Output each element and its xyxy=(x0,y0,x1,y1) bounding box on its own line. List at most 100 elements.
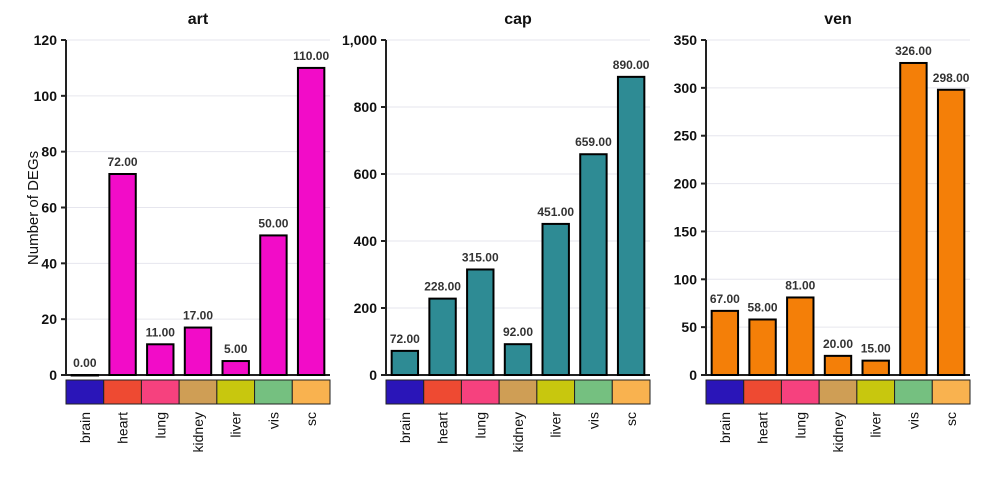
category-color-lung xyxy=(460,379,500,405)
category-color-heart xyxy=(103,379,142,405)
y-tick-label: 200 xyxy=(674,176,698,192)
bar-brain xyxy=(710,309,740,376)
y-tick-label: 0 xyxy=(689,367,697,383)
category-color-kidney xyxy=(498,379,538,405)
bar-sc xyxy=(616,75,646,376)
bar-brain xyxy=(70,374,100,377)
panel-title: cap xyxy=(504,11,532,28)
y-tick-label: 1,000 xyxy=(342,32,377,48)
category-color-heart xyxy=(743,379,782,405)
bar-heart xyxy=(748,318,777,377)
bar-vis xyxy=(259,234,288,376)
panel-cap: cap 0 200 400 600 800 1,000 72.00 brain 228.00 hea… xyxy=(342,11,651,452)
data-label: 228.00 xyxy=(424,280,461,294)
y-tick-label: 300 xyxy=(674,80,698,96)
category-label: sc xyxy=(943,412,959,426)
data-label: 0.00 xyxy=(73,356,97,370)
data-label: 110.00 xyxy=(293,49,329,63)
category-color-kidney xyxy=(178,379,218,405)
y-tick-label: 150 xyxy=(674,223,698,239)
bar-liver xyxy=(541,222,570,376)
y-tick-label: 800 xyxy=(354,99,378,115)
y-tick-label: 600 xyxy=(354,166,378,182)
y-tick-label: 60 xyxy=(41,200,57,216)
y-tick-label: 40 xyxy=(41,255,57,271)
category-label: heart xyxy=(435,412,451,444)
data-label: 5.00 xyxy=(224,342,248,356)
category-label: sc xyxy=(303,412,319,426)
category-label: liver xyxy=(868,412,884,438)
bar-lung xyxy=(466,268,495,377)
category-label: heart xyxy=(115,412,131,444)
y-tick-label: 80 xyxy=(41,144,57,160)
y-tick-label: 20 xyxy=(41,311,57,327)
category-label: lung xyxy=(152,412,168,438)
y-tick-label: 0 xyxy=(369,367,377,383)
category-color-kidney xyxy=(818,379,858,405)
data-label: 58.00 xyxy=(748,300,778,314)
data-label: 326.00 xyxy=(895,44,932,58)
data-label: 315.00 xyxy=(462,250,499,264)
y-tick-label: 200 xyxy=(354,300,378,316)
panel-title: art xyxy=(188,11,209,28)
category-color-brain xyxy=(705,379,745,405)
data-label: 298.00 xyxy=(933,71,970,85)
data-label: 11.00 xyxy=(146,325,176,339)
bar-vis xyxy=(899,61,928,376)
data-label: 81.00 xyxy=(785,278,815,292)
bar-liver xyxy=(861,359,890,376)
panel-title: ven xyxy=(824,11,852,28)
y-tick-label: 50 xyxy=(681,319,697,335)
bar-lung xyxy=(146,343,175,376)
category-label: vis xyxy=(585,412,601,429)
category-color-liver xyxy=(536,379,576,405)
data-label: 17.00 xyxy=(183,309,213,323)
category-label: brain xyxy=(717,412,733,443)
bar-liver xyxy=(221,360,250,376)
category-label: liver xyxy=(548,412,564,438)
category-color-lung xyxy=(780,379,820,405)
data-label: 50.00 xyxy=(258,216,288,230)
category-label: kidney xyxy=(510,412,526,452)
y-axis-label: Number of DEGs xyxy=(25,151,42,265)
category-color-brain xyxy=(385,379,425,405)
category-label: kidney xyxy=(830,412,846,452)
y-tick-label: 100 xyxy=(674,271,698,287)
y-tick-label: 250 xyxy=(674,128,698,144)
bar-brain xyxy=(390,349,420,377)
category-label: brain xyxy=(397,412,413,443)
bar-vis xyxy=(579,153,608,376)
bar-kidney xyxy=(823,354,853,377)
data-label: 890.00 xyxy=(613,58,650,72)
bar-heart xyxy=(108,173,137,376)
bar-sc xyxy=(296,66,326,377)
bar-lung xyxy=(786,296,815,377)
category-color-brain xyxy=(65,379,105,405)
y-tick-label: 0 xyxy=(49,367,57,383)
data-label: 451.00 xyxy=(537,205,574,219)
bar-kidney xyxy=(503,343,533,376)
category-label: brain xyxy=(77,412,93,443)
data-label: 20.00 xyxy=(823,337,853,351)
category-label: heart xyxy=(755,412,771,444)
category-color-vis xyxy=(574,379,613,405)
category-color-vis xyxy=(894,379,933,405)
data-label: 659.00 xyxy=(575,135,612,149)
data-label: 72.00 xyxy=(108,155,138,169)
category-color-heart xyxy=(423,379,462,405)
category-color-liver xyxy=(216,379,256,405)
panel-ven: ven 0 50 100 150 200 250 300 350 67.00 brain 58.00 h… xyxy=(674,11,971,452)
y-tick-label: 350 xyxy=(674,32,698,48)
category-label: lung xyxy=(472,412,488,438)
category-color-sc xyxy=(611,379,651,405)
category-color-sc xyxy=(931,379,971,405)
data-label: 92.00 xyxy=(503,325,533,339)
category-label: vis xyxy=(265,412,281,429)
category-label: liver xyxy=(228,412,244,438)
category-color-liver xyxy=(856,379,896,405)
data-label: 72.00 xyxy=(390,332,420,346)
category-label: kidney xyxy=(190,412,206,452)
bar-sc xyxy=(936,88,966,377)
category-color-vis xyxy=(254,379,293,405)
